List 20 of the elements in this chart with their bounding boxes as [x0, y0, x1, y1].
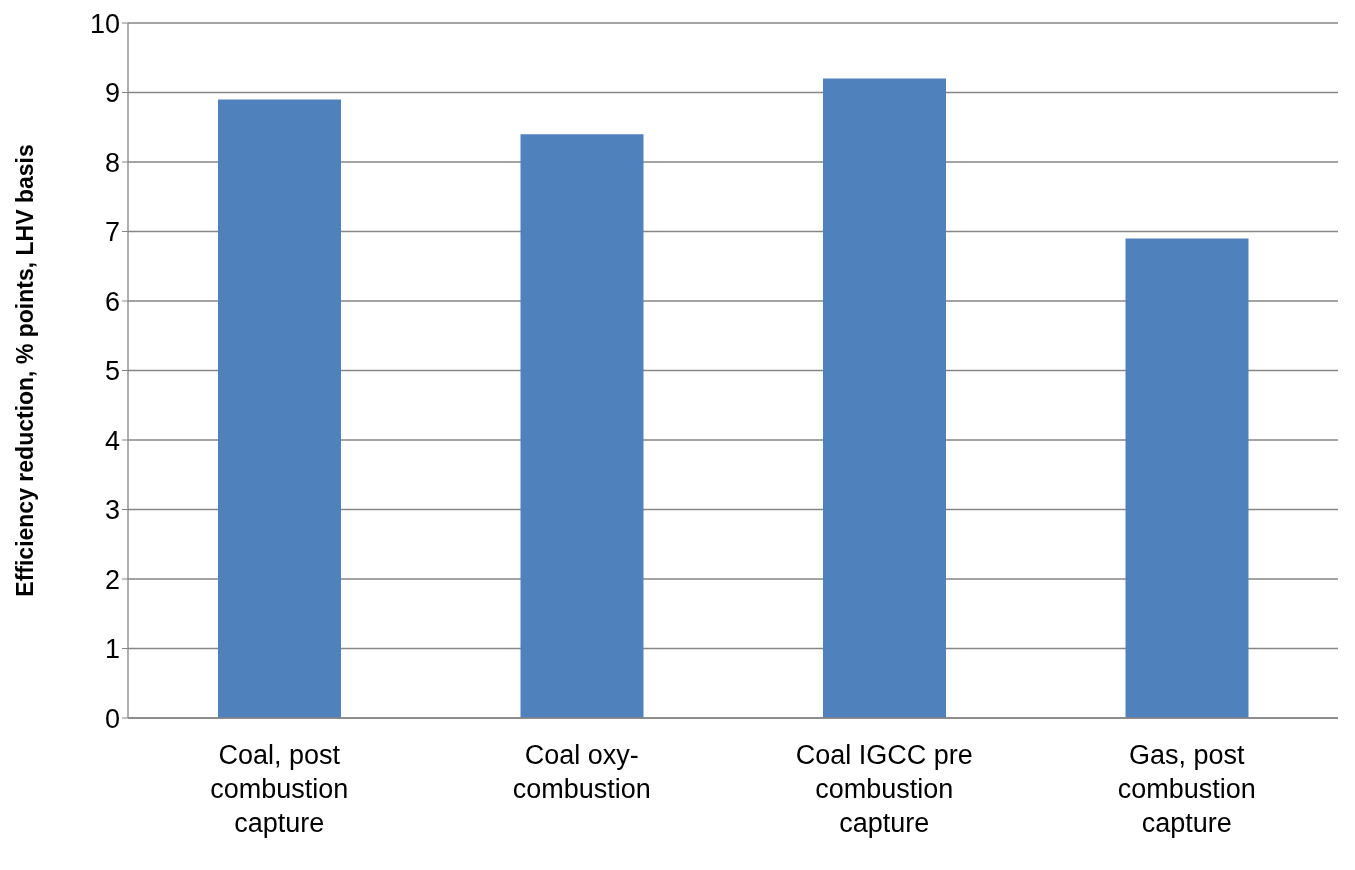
y-tick-label: 4: [104, 425, 120, 456]
y-tick-label: 1: [104, 634, 120, 665]
y-tick-label: 2: [104, 564, 120, 595]
bar: [218, 99, 341, 718]
y-tick-label: 9: [104, 78, 120, 109]
y-tick-label: 7: [104, 217, 120, 248]
x-tick-label: Coal, post combustion capture: [210, 740, 349, 838]
y-tick-label: 5: [104, 356, 120, 387]
y-tick-label: 3: [104, 495, 120, 526]
x-tick-label: Coal IGCC pre combustion capture: [795, 740, 973, 838]
y-tick-label: 6: [104, 286, 120, 317]
y-axis-title: Efficiency reduction, % points, LHV basis: [12, 144, 39, 597]
bar: [520, 134, 644, 718]
bar: [823, 78, 946, 718]
x-tick-label: Gas, post combustion capture: [1117, 740, 1256, 838]
y-tick-label: 0: [104, 703, 120, 734]
y-tick-label: 8: [104, 147, 120, 178]
y-tick-label: 10: [89, 8, 120, 39]
x-tick-label: Coal oxy-combustion: [512, 740, 651, 804]
bar: [1125, 238, 1249, 718]
